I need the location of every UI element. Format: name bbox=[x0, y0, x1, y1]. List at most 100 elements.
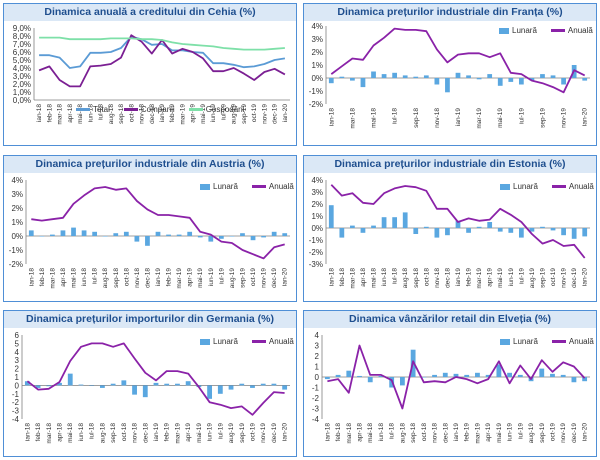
x-tick-label: mar-18 bbox=[46, 423, 53, 444]
chart-panel-austria: Dinamica prețurilor industriale din Aust… bbox=[3, 155, 297, 302]
bar-lunara bbox=[357, 375, 362, 377]
y-tick-label: 9,0% bbox=[13, 24, 31, 33]
chart-svg-estonia: -3% -2% -1% 0% 1% 2% 3% 4% ian-18 feb-18 mar-18 apr… bbox=[309, 176, 590, 289]
legend-swatch-gospodarii bbox=[188, 108, 203, 111]
x-tick-label: dec-18 bbox=[442, 423, 449, 443]
bar-lunara bbox=[399, 377, 405, 386]
y-tick-label: -2 bbox=[12, 398, 20, 407]
y-tick-label: 4% bbox=[311, 22, 323, 31]
bar-lunara bbox=[328, 205, 334, 228]
bar-lunara bbox=[550, 75, 556, 78]
y-tick-label: 5,0% bbox=[13, 56, 31, 65]
x-tick-label: ian-20 bbox=[582, 268, 589, 286]
x-tick-label: aug-18 bbox=[102, 268, 109, 289]
bar-lunara bbox=[508, 228, 514, 233]
bar-lunara bbox=[324, 377, 330, 380]
x-tick-label: mar-18 bbox=[346, 423, 353, 444]
series-line-gospodrii bbox=[39, 36, 285, 51]
y-tick-label: 0 bbox=[315, 373, 320, 382]
chart-panel-germania: Dinamica prețurilor importurilor din Ger… bbox=[3, 310, 297, 457]
bar-lunara bbox=[240, 233, 245, 236]
bar-lunara bbox=[99, 385, 105, 388]
x-tick-label: ian-18 bbox=[328, 268, 335, 286]
bar-lunara bbox=[71, 227, 76, 236]
x-tick-label: ian-20 bbox=[282, 423, 289, 441]
x-tick-label: mai-18 bbox=[71, 268, 78, 288]
x-tick-label: mar-18 bbox=[349, 268, 356, 289]
x-tick-label: apr-18 bbox=[67, 104, 74, 123]
x-tick-label: sep-19 bbox=[239, 423, 246, 443]
bar-lunara bbox=[28, 230, 34, 236]
x-tick-label: mai-19 bbox=[496, 423, 503, 443]
bar-lunara bbox=[560, 374, 566, 377]
x-tick-label: iul-18 bbox=[89, 423, 96, 439]
bar-lunara bbox=[67, 373, 73, 386]
legend-swatch-lunara bbox=[200, 183, 210, 190]
bar-lunara bbox=[434, 228, 440, 238]
x-tick-label: iun-19 bbox=[208, 268, 215, 286]
bar-lunara bbox=[518, 228, 524, 238]
y-tick-label: 2 bbox=[315, 352, 320, 361]
bar-lunara bbox=[582, 377, 588, 382]
y-tick-label: 3% bbox=[311, 188, 323, 197]
x-tick-label: dec-19 bbox=[271, 423, 278, 443]
legend-label-anuala: Anuală bbox=[568, 337, 594, 346]
bar-lunara bbox=[155, 231, 161, 236]
x-tick-label: dec-18 bbox=[142, 423, 149, 443]
x-tick-label: sep-18 bbox=[413, 108, 420, 128]
bar-lunara bbox=[360, 78, 366, 88]
y-tick-label: 1% bbox=[11, 218, 23, 227]
legend-label-gospodarii: Gospodării bbox=[205, 105, 245, 114]
x-tick-label: feb-19 bbox=[164, 423, 171, 442]
x-tick-label: mar-18 bbox=[57, 104, 64, 125]
x-tick-label: ian-19 bbox=[155, 268, 162, 286]
chart-legend: Total Companii Gospodării bbox=[76, 105, 244, 114]
x-tick-label: mai-18 bbox=[371, 268, 378, 288]
series-line-companii bbox=[38, 34, 286, 88]
x-tick-label: apr-19 bbox=[185, 423, 192, 442]
x-tick-label: feb-18 bbox=[35, 423, 42, 442]
y-tick-label: 3 bbox=[15, 356, 20, 365]
legend-swatch-anuala bbox=[251, 340, 266, 343]
chart-legend: Lunară Anuală bbox=[500, 337, 594, 346]
bar-lunara bbox=[207, 385, 213, 399]
chart-panel-elvetia: Dinamica vânzărilor retail din Elveția (… bbox=[303, 310, 597, 457]
bar-lunara bbox=[89, 385, 95, 386]
x-tick-label: dec-19 bbox=[272, 104, 279, 124]
y-tick-label: -3 bbox=[12, 407, 20, 416]
y-tick-label: -2% bbox=[9, 260, 23, 269]
bar-lunara bbox=[455, 220, 461, 228]
chart-title: Dinamica prețurilor importurilor din Ger… bbox=[4, 311, 296, 328]
x-tick-label: oct-19 bbox=[550, 268, 557, 286]
y-tick-label: 4 bbox=[15, 348, 20, 357]
chart-title: Dinamica prețurilor industriale din Aust… bbox=[4, 156, 296, 173]
y-tick-label: 0% bbox=[311, 224, 323, 233]
x-tick-label: nov-18 bbox=[432, 423, 439, 443]
bar-lunara bbox=[453, 373, 459, 377]
x-tick-label: nov-18 bbox=[434, 108, 441, 128]
bar-lunara bbox=[176, 234, 182, 236]
bar-lunara bbox=[550, 228, 556, 231]
legend-label-lunara: Lunară bbox=[213, 182, 238, 191]
x-tick-label: nov-19 bbox=[261, 268, 268, 288]
y-tick-label: 4% bbox=[11, 176, 23, 185]
x-tick-label: sep-19 bbox=[539, 268, 546, 288]
bar-lunara bbox=[35, 385, 41, 388]
x-tick-label: apr-18 bbox=[357, 423, 364, 442]
bar-lunara bbox=[113, 233, 119, 236]
x-tick-label: dec-19 bbox=[571, 423, 578, 443]
x-tick-label: oct-18 bbox=[421, 423, 428, 441]
x-tick-label: ian-20 bbox=[282, 268, 289, 286]
y-tick-label: -4 bbox=[312, 415, 320, 424]
legend-swatch-lunara bbox=[500, 183, 510, 190]
legend-swatch-lunara bbox=[499, 27, 509, 34]
y-tick-label: -1 bbox=[312, 384, 320, 393]
x-tick-label: ian-20 bbox=[282, 104, 289, 122]
legend-swatch-anuala bbox=[551, 340, 566, 343]
y-tick-label: 2 bbox=[15, 365, 20, 374]
bar-lunara bbox=[582, 228, 588, 237]
bar-lunara bbox=[187, 231, 193, 236]
bar-lunara bbox=[229, 236, 235, 237]
bar-lunara bbox=[392, 217, 398, 228]
